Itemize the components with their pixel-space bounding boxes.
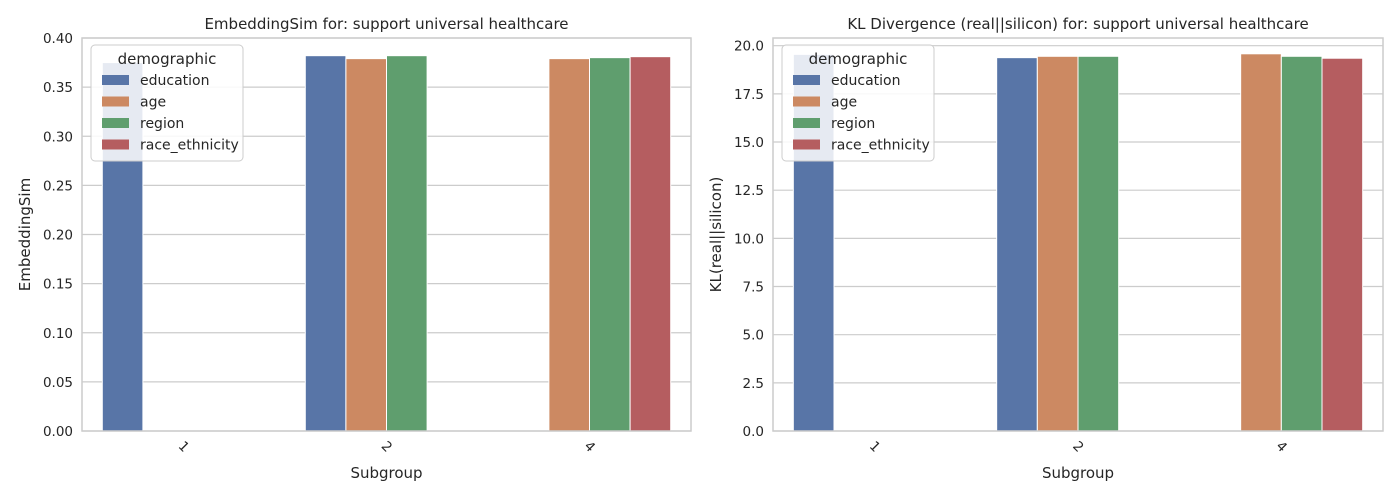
y-tick-label: 17.5 [734, 87, 764, 103]
plot-frame-right [772, 37, 1384, 432]
y-tick-label: 20.0 [734, 39, 764, 55]
y-tick-label: 7.5 [743, 280, 764, 296]
x-ticks-left: 1 2 4 [175, 438, 598, 455]
bar-region-2 [1077, 55, 1120, 432]
legend-label: region [831, 116, 875, 132]
x-tick-label: 4 [1273, 438, 1290, 455]
y-tick-label: 0.40 [43, 31, 73, 47]
x-axis-label-left: Subgroup [350, 464, 422, 482]
legend-label: race_ethnicity [140, 138, 239, 154]
bar-region-4 [589, 57, 631, 432]
legend-left: demographic education age region race_ethnic… [90, 44, 244, 162]
y-tick-label: 0.30 [43, 129, 73, 145]
legend-swatch-age [793, 96, 820, 107]
bar-region-2 [386, 55, 428, 432]
legend-swatch-education [793, 75, 820, 85]
legend-swatch-race-ethnicity [102, 139, 129, 150]
plot-frame-left [81, 37, 692, 432]
chart-title-right: KL Divergence (real||silicon) for: suppo… [847, 15, 1308, 33]
bar-age-4 [548, 58, 591, 432]
x-tick-label: 2 [1069, 438, 1086, 455]
x-axis-label-right: Subgroup [1042, 464, 1114, 482]
bars-right [792, 53, 1364, 432]
legend-label: region [140, 116, 184, 132]
legend-swatch-age [102, 96, 129, 107]
chart-title-left: EmbeddingSim for: support universal heal… [204, 15, 568, 33]
legend-swatch-race-ethnicity [793, 139, 820, 150]
x-tick-label: 4 [581, 438, 598, 455]
x-tick-label: 2 [378, 438, 395, 455]
y-tick-label: 0.05 [43, 375, 73, 391]
y-tick-label: 10.0 [734, 231, 764, 247]
legend-swatch-education [102, 75, 129, 85]
y-tick-label: 0.0 [743, 424, 764, 440]
legend-frame [90, 44, 244, 162]
bar-education-2 [304, 55, 347, 432]
chart-embeddingsim: 0.00 0.05 0.10 0.15 0.20 0.25 0.30 0.35 0.40 1 2 4… [16, 15, 692, 482]
y-tick-label: 0.20 [43, 228, 73, 244]
y-tick-label: 0.15 [43, 277, 73, 293]
y-tick-label: 5.0 [743, 328, 764, 344]
y-tick-label: 0.10 [43, 326, 73, 342]
y-ticks-right: 0.0 2.5 5.0 7.5 10.0 12.5 15.0 17.5 20.0 [734, 39, 764, 440]
y-axis-label-right: KL(real||silicon) [707, 177, 725, 293]
x-ticks-right: 1 2 4 [866, 438, 1290, 455]
y-tick-label: 0.25 [43, 178, 73, 194]
y-tick-label: 15.0 [734, 135, 764, 151]
y-ticks-left: 0.00 0.05 0.10 0.15 0.20 0.25 0.30 0.35 0.40 [43, 31, 73, 440]
legend-swatch-region [793, 118, 820, 128]
bar-race-ethnicity-4 [629, 56, 672, 432]
bar-age-2 [345, 58, 387, 432]
legend-label: age [140, 95, 166, 111]
chart-kl-divergence: 0.0 2.5 5.0 7.5 10.0 12.5 15.0 17.5 20.0 1 2 4 KL … [707, 15, 1384, 482]
bar-age-4 [1240, 53, 1282, 432]
legend-frame [781, 44, 935, 162]
legend-label: education [140, 73, 209, 89]
y-tick-label: 2.5 [743, 376, 764, 392]
x-tick-label: 1 [175, 438, 192, 455]
bar-race-ethnicity-4 [1321, 57, 1364, 432]
legend-label: education [831, 73, 900, 89]
bar-region-4 [1280, 55, 1323, 432]
y-axis-label-left: EmbeddingSim [16, 178, 34, 291]
legend-title: demographic [809, 50, 908, 68]
legend-title: demographic [118, 50, 217, 68]
y-tick-label: 12.5 [734, 183, 764, 199]
legend-swatch-region [102, 118, 129, 128]
y-tick-label: 0.00 [43, 424, 73, 440]
y-tick-label: 0.35 [43, 80, 73, 96]
bar-education-2 [996, 57, 1038, 432]
legend-right: demographic education age region race_ethnic… [781, 44, 935, 162]
bar-age-2 [1036, 55, 1079, 432]
legend-label: race_ethnicity [831, 138, 930, 154]
legend-label: age [831, 95, 857, 111]
x-tick-label: 1 [866, 438, 883, 455]
